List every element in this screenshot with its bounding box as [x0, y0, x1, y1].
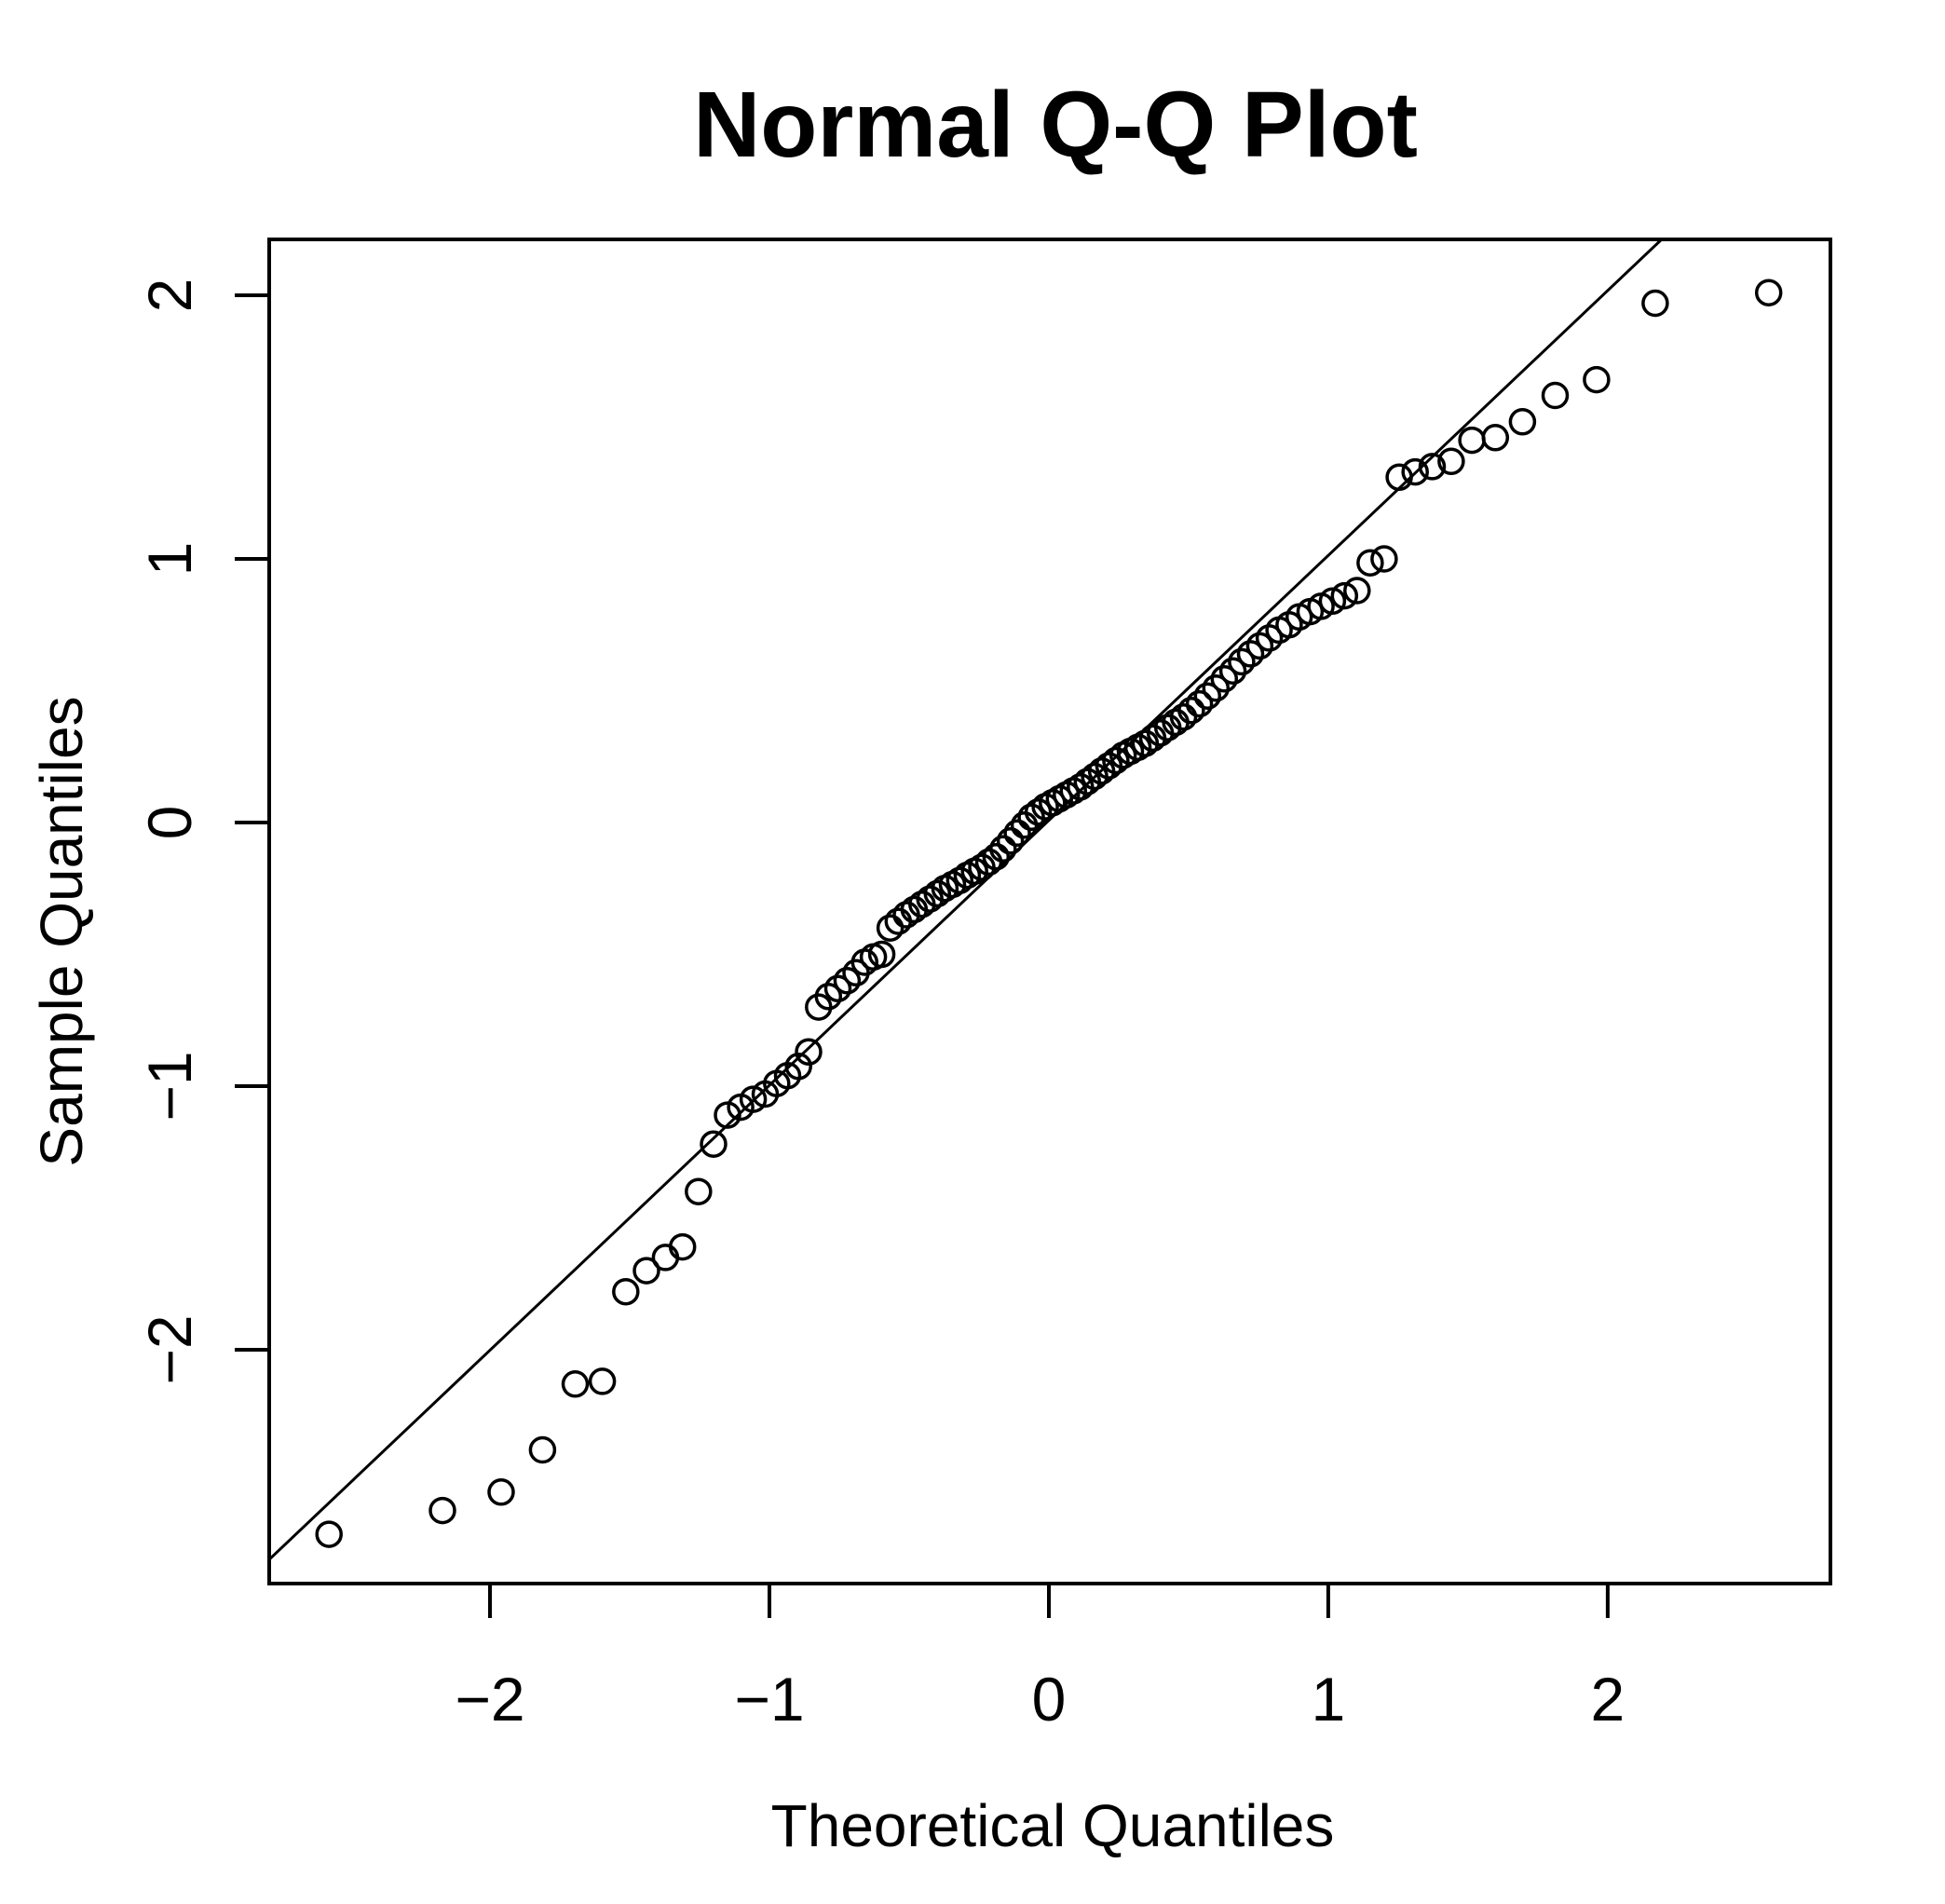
qq-point	[1236, 640, 1265, 668]
chart-title: Normal Q-Q Plot	[693, 73, 1418, 177]
y-tick-label: −2	[135, 1314, 204, 1384]
qq-point	[795, 1038, 823, 1066]
qq-point	[1102, 746, 1130, 775]
tick-labels-layer: −2 −1 0 1 2 −2 −1 0 1 2	[135, 279, 1625, 1734]
qq-point	[528, 1435, 557, 1464]
qq-point	[823, 974, 852, 1003]
y-axis-title: Sample Quantiles	[28, 696, 95, 1166]
qq-point	[668, 1232, 697, 1261]
qq-point	[700, 1130, 728, 1158]
axes-layer	[235, 238, 1832, 1618]
x-tick-label: 2	[1591, 1665, 1625, 1734]
qq-point	[989, 835, 1017, 864]
qq-point	[739, 1085, 768, 1113]
qq-point	[487, 1478, 515, 1506]
qq-point	[1754, 279, 1783, 306]
qq-point	[1583, 365, 1611, 394]
qq-point	[1318, 587, 1347, 616]
qq-point	[814, 983, 843, 1011]
qq-point	[1458, 426, 1486, 455]
x-tick-label: 0	[1032, 1665, 1067, 1734]
qq-point	[784, 1053, 812, 1081]
qq-point	[1210, 665, 1239, 693]
qq-point	[1330, 581, 1359, 610]
qq-point	[612, 1277, 640, 1306]
qq-point	[1541, 381, 1570, 410]
qq-point	[884, 907, 913, 935]
qq-point	[1481, 424, 1510, 452]
reference-line	[267, 238, 1663, 1561]
x-tick-label: 1	[1312, 1665, 1346, 1734]
qq-point	[1437, 447, 1465, 476]
qq-point	[1245, 632, 1274, 660]
qq-point	[876, 914, 904, 942]
qq-point	[588, 1367, 617, 1395]
qq-point	[1508, 408, 1537, 436]
y-tick-label: 1	[135, 542, 204, 577]
plot-border	[267, 238, 1832, 1585]
qq-point	[1228, 647, 1256, 676]
qq-point	[867, 940, 896, 969]
qq-point	[315, 1520, 343, 1548]
qq-point	[632, 1257, 660, 1285]
qq-point	[1202, 673, 1231, 702]
x-axis-title: Theoretical Quantiles	[771, 1792, 1335, 1859]
qq-point	[1193, 682, 1222, 710]
y-tick-label: 2	[135, 279, 204, 313]
qq-point	[1641, 289, 1669, 318]
qq-point	[833, 967, 862, 995]
qq-point	[685, 1177, 713, 1205]
qq-point	[1356, 549, 1384, 577]
x-tick-label: −1	[734, 1665, 804, 1734]
qq-point	[1218, 657, 1247, 686]
qq-point	[561, 1370, 590, 1398]
qq-point	[1385, 463, 1413, 492]
qq-point	[1169, 703, 1198, 731]
data-points-layer	[315, 279, 1783, 1548]
qq-point	[996, 827, 1025, 855]
x-tick-label: −2	[455, 1665, 524, 1734]
qq-point	[1343, 577, 1371, 605]
y-tick-label: 0	[135, 806, 204, 840]
qq-point	[1024, 797, 1053, 826]
qq-point	[1401, 457, 1429, 486]
qq-point	[923, 879, 952, 908]
qq-point	[1003, 819, 1031, 848]
reference-line-layer	[267, 238, 1663, 1561]
qq-point	[1185, 689, 1214, 718]
y-tick-label: −1	[135, 1051, 204, 1121]
qq-point	[428, 1496, 456, 1525]
qq-point	[1370, 545, 1398, 573]
qq-point	[945, 866, 974, 894]
qq-point	[1177, 696, 1205, 725]
